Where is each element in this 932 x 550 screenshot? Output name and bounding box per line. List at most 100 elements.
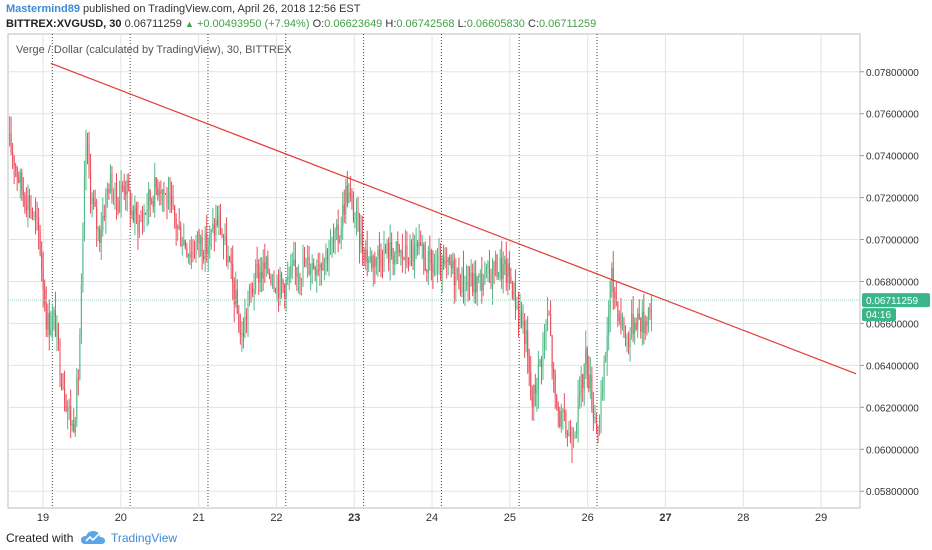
candle-body — [560, 410, 562, 427]
candle-body — [543, 333, 546, 343]
candle-body — [427, 251, 429, 273]
candle-body — [615, 297, 617, 302]
candle-body — [574, 434, 576, 438]
candle-body — [288, 276, 290, 278]
candle-body — [157, 187, 159, 196]
candle-body — [38, 217, 40, 231]
candle-body — [621, 319, 623, 328]
candle-body — [539, 360, 541, 364]
candle-body — [126, 180, 128, 195]
candle-body — [307, 256, 309, 260]
candle-body — [536, 390, 538, 394]
candle-body — [282, 282, 284, 285]
candle-body — [545, 328, 547, 334]
candle-body — [481, 273, 483, 291]
candle-body — [349, 192, 351, 196]
candle-body — [80, 284, 82, 336]
candle-body — [187, 254, 189, 257]
low-label: L: — [457, 18, 467, 30]
author-link[interactable]: Mastermind89 — [6, 3, 80, 15]
candle-body — [467, 281, 469, 285]
current-price-label: 0.06711259 — [866, 296, 919, 307]
candle-body — [485, 267, 487, 270]
high-label: H: — [385, 18, 397, 30]
last-price: 0.06711259 — [124, 18, 182, 30]
candle-body — [586, 348, 588, 375]
candle-body — [209, 232, 211, 247]
candle-body — [28, 195, 30, 210]
candle-body — [495, 255, 497, 276]
close-label: C: — [527, 18, 539, 30]
candle-body — [531, 396, 533, 407]
candle-body — [609, 281, 611, 314]
candle-body — [435, 267, 437, 269]
candle-body — [643, 311, 645, 334]
candle-body — [404, 245, 406, 260]
candle-body — [363, 252, 365, 262]
candle-body — [352, 198, 354, 221]
trendline — [50, 62, 857, 375]
y-tick-label: 0.07400000 — [866, 152, 919, 163]
candle-body — [394, 253, 396, 264]
candle-body — [380, 255, 382, 266]
candle-body — [193, 254, 196, 256]
candle-body — [174, 205, 176, 218]
candle-body — [172, 203, 174, 206]
candle-body — [456, 267, 458, 273]
tradingview-brand[interactable]: TradingView — [111, 531, 178, 545]
candle-body — [268, 272, 270, 276]
candle-body — [200, 237, 202, 244]
candle-body — [134, 206, 136, 222]
candle-body — [418, 242, 420, 247]
candle-body — [383, 247, 385, 267]
candle-body — [510, 276, 512, 284]
candle-body — [569, 432, 572, 443]
y-tick-label: 0.07200000 — [866, 194, 919, 205]
candle-body — [164, 193, 166, 195]
candle-body — [568, 432, 570, 436]
candle-body — [116, 182, 118, 204]
candle-body — [537, 363, 539, 391]
candle-body — [559, 411, 561, 427]
candle-body — [16, 167, 18, 178]
candle-body — [308, 256, 310, 275]
candle-body — [530, 371, 532, 397]
candle-body — [360, 233, 362, 246]
price-chart[interactable]: 0.05800000 0.06000000 0.06200000 0.06400000… — [0, 0, 932, 528]
candle-body — [47, 313, 49, 330]
candle-body — [123, 186, 125, 192]
candle-body — [354, 218, 356, 221]
candle-body — [135, 206, 137, 214]
candle-body — [644, 320, 646, 334]
y-tick-label: 0.06000000 — [866, 445, 919, 456]
x-tick-label: 26 — [582, 512, 594, 524]
candle-body — [498, 272, 500, 278]
candle-body — [77, 378, 79, 380]
candle-body — [374, 255, 376, 267]
candle-body — [305, 259, 307, 267]
candle-body — [502, 263, 504, 279]
candle-body — [245, 316, 247, 320]
candle-body — [50, 329, 52, 335]
candle-body — [59, 342, 61, 379]
candle-body — [459, 288, 461, 293]
candle-body — [325, 250, 327, 259]
candle-body — [303, 258, 306, 267]
candle-body — [93, 198, 95, 203]
y-tick-label: 0.07000000 — [866, 236, 919, 247]
candle-body — [151, 201, 153, 203]
candle-body — [452, 260, 454, 269]
candle-body — [343, 204, 345, 215]
candle-body — [12, 152, 14, 158]
candle-body — [206, 233, 208, 254]
candle-body — [528, 355, 530, 372]
candle-body — [423, 244, 425, 258]
candle-body — [585, 348, 587, 365]
candle-body — [198, 232, 200, 244]
candle-body — [329, 241, 332, 255]
candle-body — [31, 211, 34, 217]
candle-body — [371, 256, 373, 269]
candle-body — [259, 271, 261, 283]
countdown-label-bg — [862, 308, 896, 322]
candle-body — [579, 392, 581, 397]
